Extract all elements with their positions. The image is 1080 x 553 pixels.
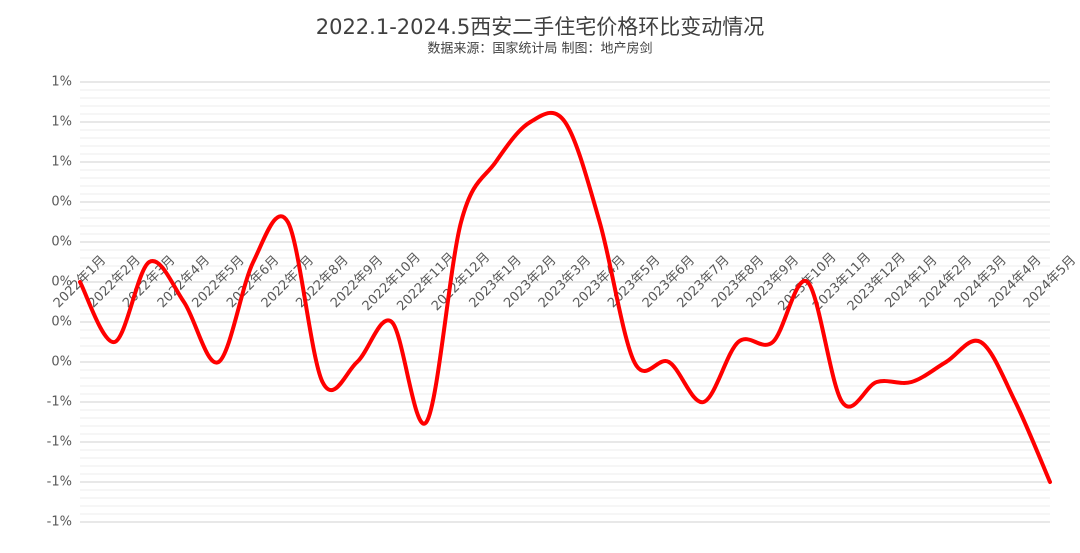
- series-line: [78, 110, 1052, 484]
- chart-subtitle: 数据来源：国家统计局 制图：地产房剑: [427, 41, 652, 57]
- y-tick-label: 0%: [51, 195, 72, 210]
- y-tick-label: 1%: [51, 155, 72, 170]
- y-tick-label: 0%: [51, 275, 72, 290]
- grid-layer: [80, 81, 1050, 523]
- y-tick-label: -1%: [47, 435, 72, 450]
- y-tick-label: -1%: [47, 515, 72, 530]
- y-tick-label: 1%: [51, 115, 72, 130]
- y-tick-label: 0%: [51, 355, 72, 370]
- y-tick-label: 0%: [51, 315, 72, 330]
- y-tick-label: -1%: [47, 475, 72, 490]
- chart-title: 2022.1-2024.5西安二手住宅价格环比变动情况: [316, 15, 765, 39]
- y-tick-label: 1%: [51, 75, 72, 90]
- y-tick-label: -1%: [47, 395, 72, 410]
- y-tick-label: 0%: [51, 235, 72, 250]
